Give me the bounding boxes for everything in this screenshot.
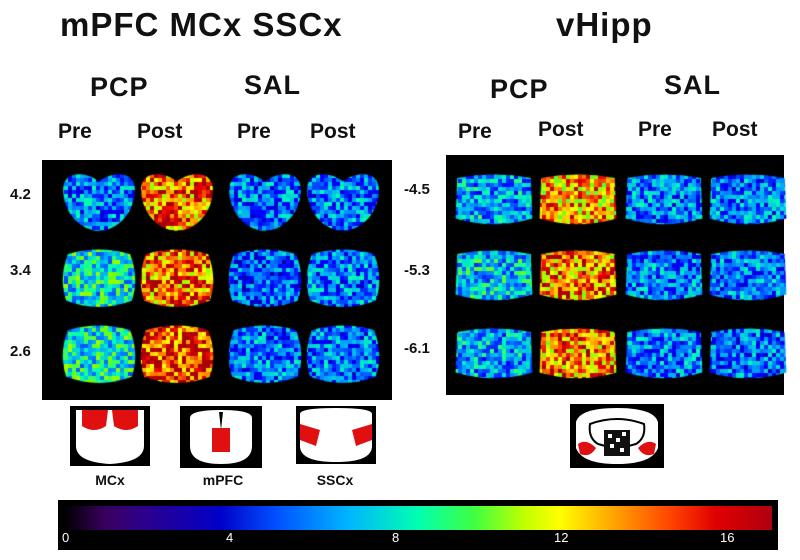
right-slice-r1-c1 xyxy=(454,171,534,229)
colorbar-tick-12: 12 xyxy=(554,530,569,545)
atlas-sscx xyxy=(296,406,376,464)
atlas-label-mcx: MCx xyxy=(95,472,125,488)
atlas-label-mpfc: mPFC xyxy=(202,472,244,488)
right-group-pcp: PCP xyxy=(490,74,549,104)
colorbar-tick-0: 0 xyxy=(62,530,70,545)
atlas-vhipp xyxy=(570,404,664,468)
left-group-pcp: PCP xyxy=(90,72,149,102)
left-slice-r1-c4 xyxy=(304,170,382,232)
right-col-post-1: Post xyxy=(538,118,584,141)
left-figure-title: mPFC MCx SSCx xyxy=(60,6,343,43)
atlas-label-sscx: SSCx xyxy=(316,472,354,488)
colorbar-gradient xyxy=(64,506,772,530)
right-group-sal: SAL xyxy=(664,70,721,100)
right-slice-r3-c2 xyxy=(538,325,618,383)
right-col-pre-2: Pre xyxy=(638,118,672,141)
right-col-post-2: Post xyxy=(712,118,758,141)
left-row-label-1: 4.2 xyxy=(10,186,31,203)
right-slice-r2-c2 xyxy=(538,247,618,305)
right-slice-r3-c1 xyxy=(454,325,534,383)
colorbar: 0 4 8 12 16 xyxy=(58,500,778,550)
atlas-mpfc xyxy=(180,406,262,468)
right-row-label-1: -4.5 xyxy=(404,181,430,198)
left-col-pre-2: Pre xyxy=(237,120,271,143)
left-slice-r3-c3 xyxy=(226,324,304,386)
left-heatmap-panel xyxy=(42,160,392,400)
right-slice-r1-c3 xyxy=(624,171,704,229)
atlas-mcx xyxy=(70,406,150,466)
colorbar-tick-16: 16 xyxy=(720,530,735,545)
left-slice-r1-c2 xyxy=(138,170,216,232)
right-slice-r2-c1 xyxy=(454,247,534,305)
left-slice-r3-c4 xyxy=(304,324,382,386)
left-slice-r2-c4 xyxy=(304,248,382,310)
left-slice-r2-c2 xyxy=(138,248,216,310)
right-col-pre-1: Pre xyxy=(458,120,492,143)
right-row-label-3: -6.1 xyxy=(404,340,430,357)
left-slice-r3-c2 xyxy=(138,324,216,386)
left-slice-r1-c1 xyxy=(60,170,138,232)
right-heatmap-panel xyxy=(446,155,788,395)
right-figure-title: vHipp xyxy=(556,6,653,43)
right-slice-r1-c4 xyxy=(708,171,788,229)
left-slice-r2-c1 xyxy=(60,248,138,310)
left-row-label-2: 3.4 xyxy=(10,262,31,279)
right-slice-r3-c4 xyxy=(708,325,788,383)
right-slice-r3-c3 xyxy=(624,325,704,383)
left-slice-r1-c3 xyxy=(226,170,304,232)
left-slice-r3-c1 xyxy=(60,324,138,386)
left-col-pre-1: Pre xyxy=(58,120,92,143)
colorbar-tick-8: 8 xyxy=(392,530,400,545)
right-slice-r1-c2 xyxy=(538,171,618,229)
colorbar-tick-4: 4 xyxy=(226,530,234,545)
right-slice-r2-c3 xyxy=(624,247,704,305)
left-col-post-1: Post xyxy=(137,120,183,143)
left-row-label-3: 2.6 xyxy=(10,343,31,360)
left-col-post-2: Post xyxy=(310,120,356,143)
right-row-label-2: -5.3 xyxy=(404,262,430,279)
right-slice-r2-c4 xyxy=(708,247,788,305)
left-slice-r2-c3 xyxy=(226,248,304,310)
left-group-sal: SAL xyxy=(244,70,301,100)
